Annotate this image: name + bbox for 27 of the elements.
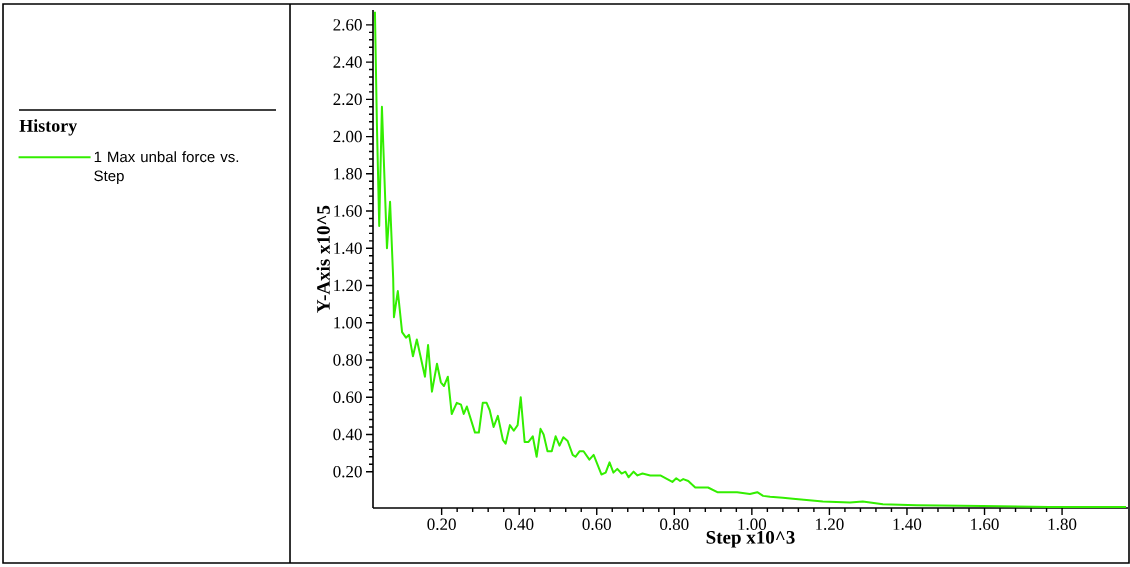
y-tick-label: 1.20 bbox=[334, 279, 362, 292]
x-tick-label: 0.80 bbox=[660, 518, 689, 531]
x-tick-label: 1.20 bbox=[816, 518, 844, 531]
y-tick-label: 0.40 bbox=[333, 428, 362, 441]
y-tick-label: 2.20 bbox=[333, 93, 362, 106]
y-tick-label: 2.00 bbox=[333, 130, 362, 143]
x-tick-label: 0.40 bbox=[504, 518, 534, 531]
y-tick-label: 1.80 bbox=[334, 168, 362, 180]
line-series bbox=[373, 10, 1128, 509]
x-tick-label: 0.20 bbox=[427, 518, 456, 531]
y-tick-label: 0.80 bbox=[333, 354, 362, 366]
x-tick-label: 0.60 bbox=[582, 518, 611, 531]
x-axis-title: Step x10^3 bbox=[706, 530, 795, 548]
y-axis-title: Y-Axis x10^5 bbox=[316, 205, 330, 313]
x-tick-label: 1.80 bbox=[1048, 518, 1077, 531]
y-tick-label: 1.40 bbox=[334, 242, 362, 255]
x-tick-label: 1.60 bbox=[971, 518, 999, 531]
legend-title: History bbox=[19, 119, 78, 136]
y-tick-label: 2.60 bbox=[333, 19, 362, 31]
x-tick-label: 1.00 bbox=[738, 518, 767, 531]
y-tick-label: 0.60 bbox=[333, 391, 362, 403]
x-tick-label: 1.40 bbox=[893, 518, 922, 531]
y-tick-label: 1.60 bbox=[334, 205, 362, 217]
y-tick-label: 0.20 bbox=[333, 465, 362, 478]
legend-label: 1 Max unbal force vs. Step bbox=[94, 151, 239, 185]
y-tick-label: 2.40 bbox=[333, 56, 362, 68]
y-tick-label: 1.00 bbox=[334, 316, 362, 329]
